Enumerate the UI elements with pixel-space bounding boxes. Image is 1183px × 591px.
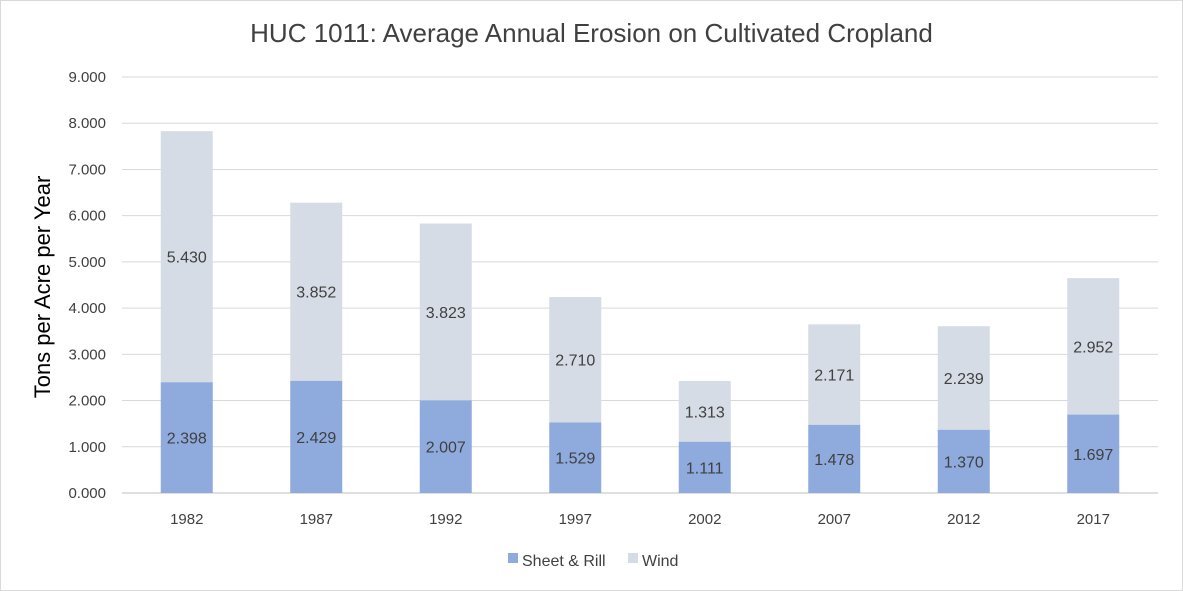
x-tick-label: 1982	[170, 511, 203, 528]
y-tick-label: 6.000	[68, 208, 106, 225]
y-tick-label: 0.000	[68, 485, 106, 502]
data-label: 2.952	[1073, 339, 1113, 356]
x-tick-label: 1992	[429, 511, 462, 528]
data-label: 1.478	[814, 452, 854, 469]
legend-swatch	[508, 553, 518, 563]
y-tick-label: 5.000	[68, 254, 106, 271]
gridlines	[122, 76, 1158, 494]
bar-sheet-rill-1982	[160, 382, 213, 493]
x-tick-labels: 1982 1987 1992 1997 2002 2007 2012 2017	[170, 511, 1110, 528]
y-tick-label: 4.000	[68, 300, 106, 317]
y-tick-label: 3.000	[68, 346, 106, 363]
bar-wind-1987	[290, 202, 343, 381]
data-labels: 2.398 5.430 2.429 3.852 2.007 3.823 1.529 2.710…	[167, 250, 1114, 478]
x-tick-label: 2017	[1077, 511, 1110, 528]
y-tick-labels: 0.000 1.000 2.000 3.000 4.000 5.000 6.000 7.000…	[68, 69, 106, 502]
data-label: 2.171	[814, 368, 854, 385]
data-label: 1.313	[685, 404, 725, 421]
bar-wind-1992	[419, 223, 472, 401]
x-tick-label: 1997	[559, 511, 592, 528]
legend-label: Wind	[642, 553, 678, 570]
x-tick-label: 2002	[688, 511, 721, 528]
data-label: 3.823	[426, 305, 466, 322]
data-label: 1.529	[555, 451, 595, 468]
bar-wind-2007	[808, 324, 861, 425]
bar-wind-2012	[937, 326, 990, 430]
data-label: 1.697	[1073, 447, 1113, 464]
bar-sheet-rill-2007	[808, 424, 861, 493]
bar-wind-2017	[1067, 278, 1120, 415]
data-label: 2.710	[555, 353, 595, 370]
bar-sheet-rill-2012	[937, 429, 990, 493]
data-label: 5.430	[167, 250, 207, 267]
bar-sheet-rill-2017	[1067, 414, 1120, 493]
bar-sheet-rill-1987	[290, 380, 343, 493]
data-label: 2.398	[167, 431, 207, 448]
bar-sheet-rill-1997	[549, 422, 602, 493]
legend: Sheet & Rill Wind	[508, 553, 678, 570]
y-tick-label: 2.000	[68, 393, 106, 410]
legend-label: Sheet & Rill	[522, 553, 606, 570]
bar-wind-1982	[160, 131, 213, 383]
x-tick-label: 2007	[818, 511, 851, 528]
bar-sheet-rill-2002	[678, 441, 731, 493]
data-label: 2.239	[944, 371, 984, 388]
x-tick-label: 1987	[300, 511, 333, 528]
data-label: 2.429	[296, 430, 336, 447]
data-label: 1.370	[944, 454, 984, 471]
data-label: 2.007	[426, 440, 466, 457]
y-tick-label: 1.000	[68, 439, 106, 456]
legend-swatch	[628, 553, 638, 563]
y-axis-label: Tons per Acre per Year	[30, 176, 55, 399]
bar-wind-1997	[549, 297, 602, 423]
data-label: 1.111	[686, 460, 724, 477]
y-tick-label: 9.000	[68, 69, 106, 86]
y-tick-label: 8.000	[68, 115, 106, 132]
x-tick-label: 2012	[947, 511, 980, 528]
y-tick-label: 7.000	[68, 161, 106, 178]
data-label: 3.852	[296, 285, 336, 302]
chart-title: HUC 1011: Average Annual Erosion on Cult…	[250, 18, 933, 48]
bars	[160, 131, 1120, 493]
bar-sheet-rill-1992	[419, 400, 472, 493]
bar-wind-2002	[678, 380, 731, 442]
